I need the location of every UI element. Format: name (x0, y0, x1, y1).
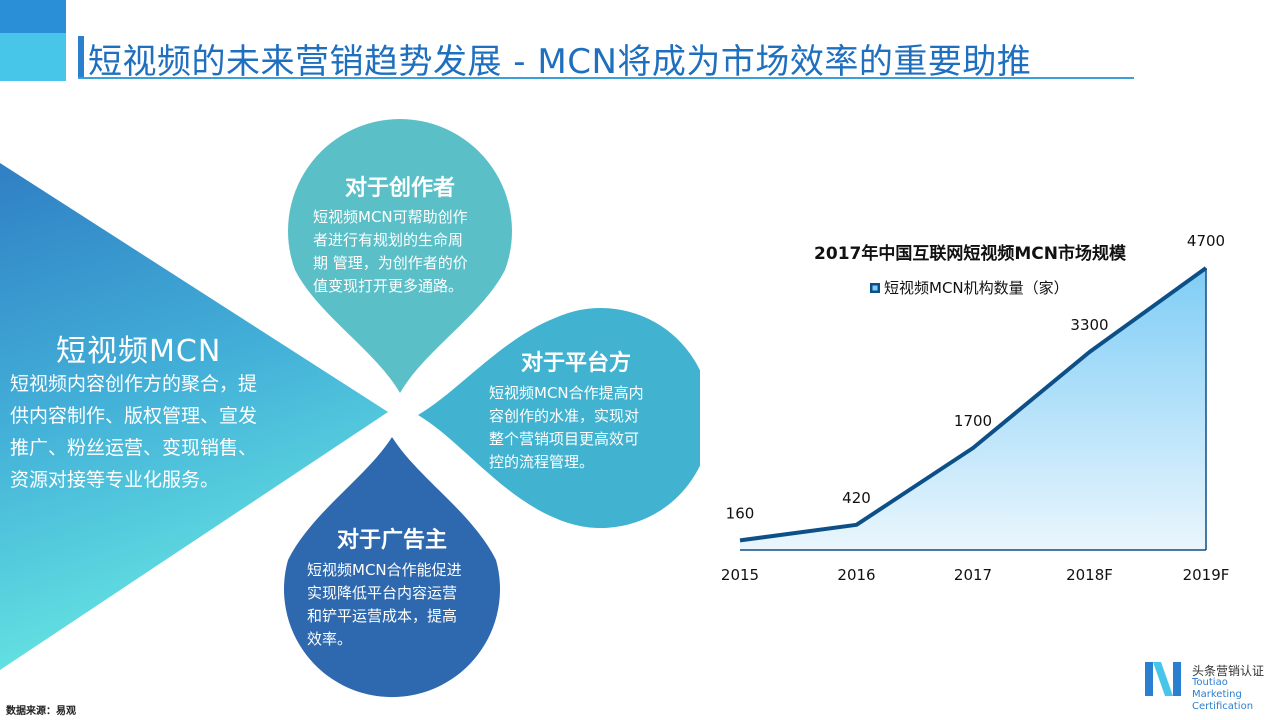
platform-line: 容创作的水准，实现对 (489, 407, 640, 425)
logo-text-cn: 头条营销认证 (1192, 664, 1265, 678)
page-title: 短视频的未来营销趋势发展 - MCN将成为市场效率的重要助推 (88, 42, 1032, 82)
advertiser-line: 短视频MCN合作能促进 (307, 561, 462, 579)
legend-swatch-inner (872, 285, 878, 291)
creator-line: 值变现打开更多通路。 (313, 277, 464, 295)
mcn-line: 推广、粉丝运营、变现销售、 (10, 437, 258, 459)
mcn-description: 短视频内容创作方的聚合，提 供内容制作、版权管理、宣发 推广、粉丝运营、变现销售… (10, 368, 257, 496)
x-tick-label: 2017 (954, 566, 992, 584)
x-tick-label: 2016 (837, 566, 875, 584)
petal-platform (418, 308, 700, 528)
creator-description: 短视频MCN可帮助创作 者进行有规划的生命周 期 管理，为创作者的价 值变现打开… (313, 206, 468, 298)
data-label: 160 (726, 504, 755, 522)
petal-creator (288, 119, 512, 393)
mcn-line: 短视频内容创作方的聚合，提 (10, 373, 258, 395)
logo-text-en-line: Toutiao Marketing (1192, 677, 1242, 700)
data-label: 420 (842, 489, 871, 507)
data-labels: 160 420 1700 3300 4700 (726, 232, 1225, 522)
creator-line: 期 管理，为创作者的价 (313, 254, 468, 272)
platform-line: 控的流程管理。 (489, 453, 595, 471)
mcn-title: 短视频MCN (56, 334, 222, 369)
mcn-line: 资源对接等专业化服务。 (10, 469, 220, 491)
x-tick-label: 2019F (1183, 566, 1230, 584)
corner-accent-light (0, 33, 66, 81)
creator-line: 者进行有规划的生命周 (313, 231, 464, 249)
data-label: 3300 (1070, 316, 1108, 334)
series-area (740, 268, 1206, 550)
mcn-triangle (0, 163, 388, 670)
platform-line: 整个营销项目更高效可 (489, 430, 640, 448)
advertiser-title: 对于广告主 (336, 528, 447, 553)
corner-accent-dark (0, 0, 66, 33)
logo-text-en: Toutiao Marketing Certification (1192, 677, 1280, 713)
series-line (739, 266, 1208, 543)
platform-description: 短视频MCN合作提高内 容创作的水准，实现对 整个营销项目更高效可 控的流程管理… (489, 382, 644, 474)
advertiser-line: 效率。 (307, 630, 353, 648)
data-label: 4700 (1187, 232, 1225, 250)
advertiser-line: 实现降低平台内容运营 (307, 584, 458, 602)
mcn-line: 供内容制作、版权管理、宣发 (10, 405, 258, 427)
title-underline (78, 77, 1134, 79)
platform-title: 对于平台方 (520, 351, 631, 376)
petal-advertiser (284, 437, 501, 698)
x-axis-ticks: 2015 2016 2017 2018F 2019F (721, 566, 1230, 584)
petal-diagram (0, 119, 700, 698)
title-marker (78, 36, 84, 77)
logo-text-en-line: Certification (1192, 701, 1254, 712)
x-tick-label: 2018F (1066, 566, 1113, 584)
chart-title: 2017年中国互联网短视频MCN市场规模 (814, 243, 1127, 264)
market-size-chart: 2017年中国互联网短视频MCN市场规模 短视频MCN机构数量（家） 2015 2… (721, 232, 1230, 584)
data-source: 数据来源：易观 (6, 706, 76, 717)
toutiao-logo-icon (1145, 662, 1181, 696)
platform-line: 短视频MCN合作提高内 (489, 384, 644, 402)
advertiser-description: 短视频MCN合作能促进 实现降低平台内容运营 和铲平运营成本，提高 效率。 (307, 559, 462, 651)
advertiser-line: 和铲平运营成本，提高 (307, 607, 458, 625)
creator-title: 对于创作者 (344, 176, 455, 201)
data-label: 1700 (954, 412, 992, 430)
creator-line: 短视频MCN可帮助创作 (313, 208, 468, 226)
legend-label: 短视频MCN机构数量（家） (884, 279, 1069, 297)
x-tick-label: 2015 (721, 566, 759, 584)
